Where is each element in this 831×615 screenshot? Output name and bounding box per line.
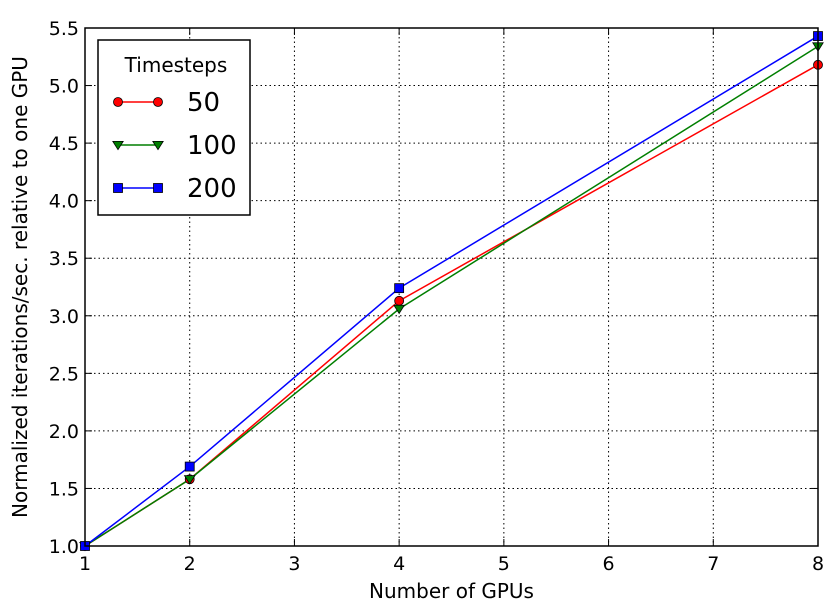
x-tick-label: 1 (79, 553, 91, 575)
y-tick-label: 4.5 (49, 133, 79, 155)
legend: Timesteps 50 100 200 (97, 39, 251, 216)
plot-frame (84, 27, 819, 547)
y-tick-label: 1.0 (49, 536, 79, 558)
legend-label-200: 200 (187, 174, 237, 204)
y-tick-label: 2.5 (49, 363, 79, 385)
x-tick-label: 7 (707, 553, 719, 575)
legend-label-50: 50 (187, 88, 220, 118)
series-line-100 (84, 45, 819, 547)
x-tick-label: 5 (498, 553, 510, 575)
y-tick-label: 2.0 (49, 421, 79, 443)
legend-title: Timesteps (124, 53, 228, 77)
legend-label-100: 100 (187, 131, 237, 161)
y-axis-label: Normalized iterations/sec. relative to o… (8, 56, 32, 518)
x-tick-label: 6 (603, 553, 615, 575)
legend-marker-200 (153, 183, 163, 193)
data-point-100 (183, 475, 196, 485)
data-point-100 (393, 304, 406, 315)
x-tick-label: 2 (184, 553, 196, 575)
legend-box (97, 39, 251, 216)
data-point-200 (394, 283, 405, 294)
y-tick-label: 5.0 (49, 76, 79, 98)
legend-marker-50 (153, 97, 163, 107)
legend-entries: 50 100 200 (112, 88, 237, 204)
x-axis-label: Number of GPUs (369, 579, 534, 603)
y-tick-label: 3.5 (49, 248, 79, 270)
y-tick-label: 5.5 (49, 18, 79, 40)
y-tick-label: 4.0 (49, 191, 79, 213)
x-tick-label: 8 (812, 553, 824, 575)
legend-marker-200 (113, 183, 123, 193)
y-tick-label: 1.5 (49, 478, 79, 500)
data-point-50 (394, 295, 405, 306)
legend-marker-50 (113, 97, 123, 107)
legend-marker-100 (112, 140, 124, 151)
data-point-200 (184, 461, 195, 472)
legend-marker-100 (152, 140, 164, 151)
series-lines (84, 35, 819, 547)
x-tick-label: 3 (288, 553, 300, 575)
series-line-200 (84, 35, 819, 547)
ticks: 1 2 3 4 5 6 7 8 1.0 1.5 2.0 2.5 3.0 3.5 4.0 4.5 5.0 5.5 (49, 18, 824, 575)
y-tick-label: 3.0 (49, 306, 79, 328)
series-markers (79, 31, 824, 552)
x-tick-label: 4 (393, 553, 405, 575)
